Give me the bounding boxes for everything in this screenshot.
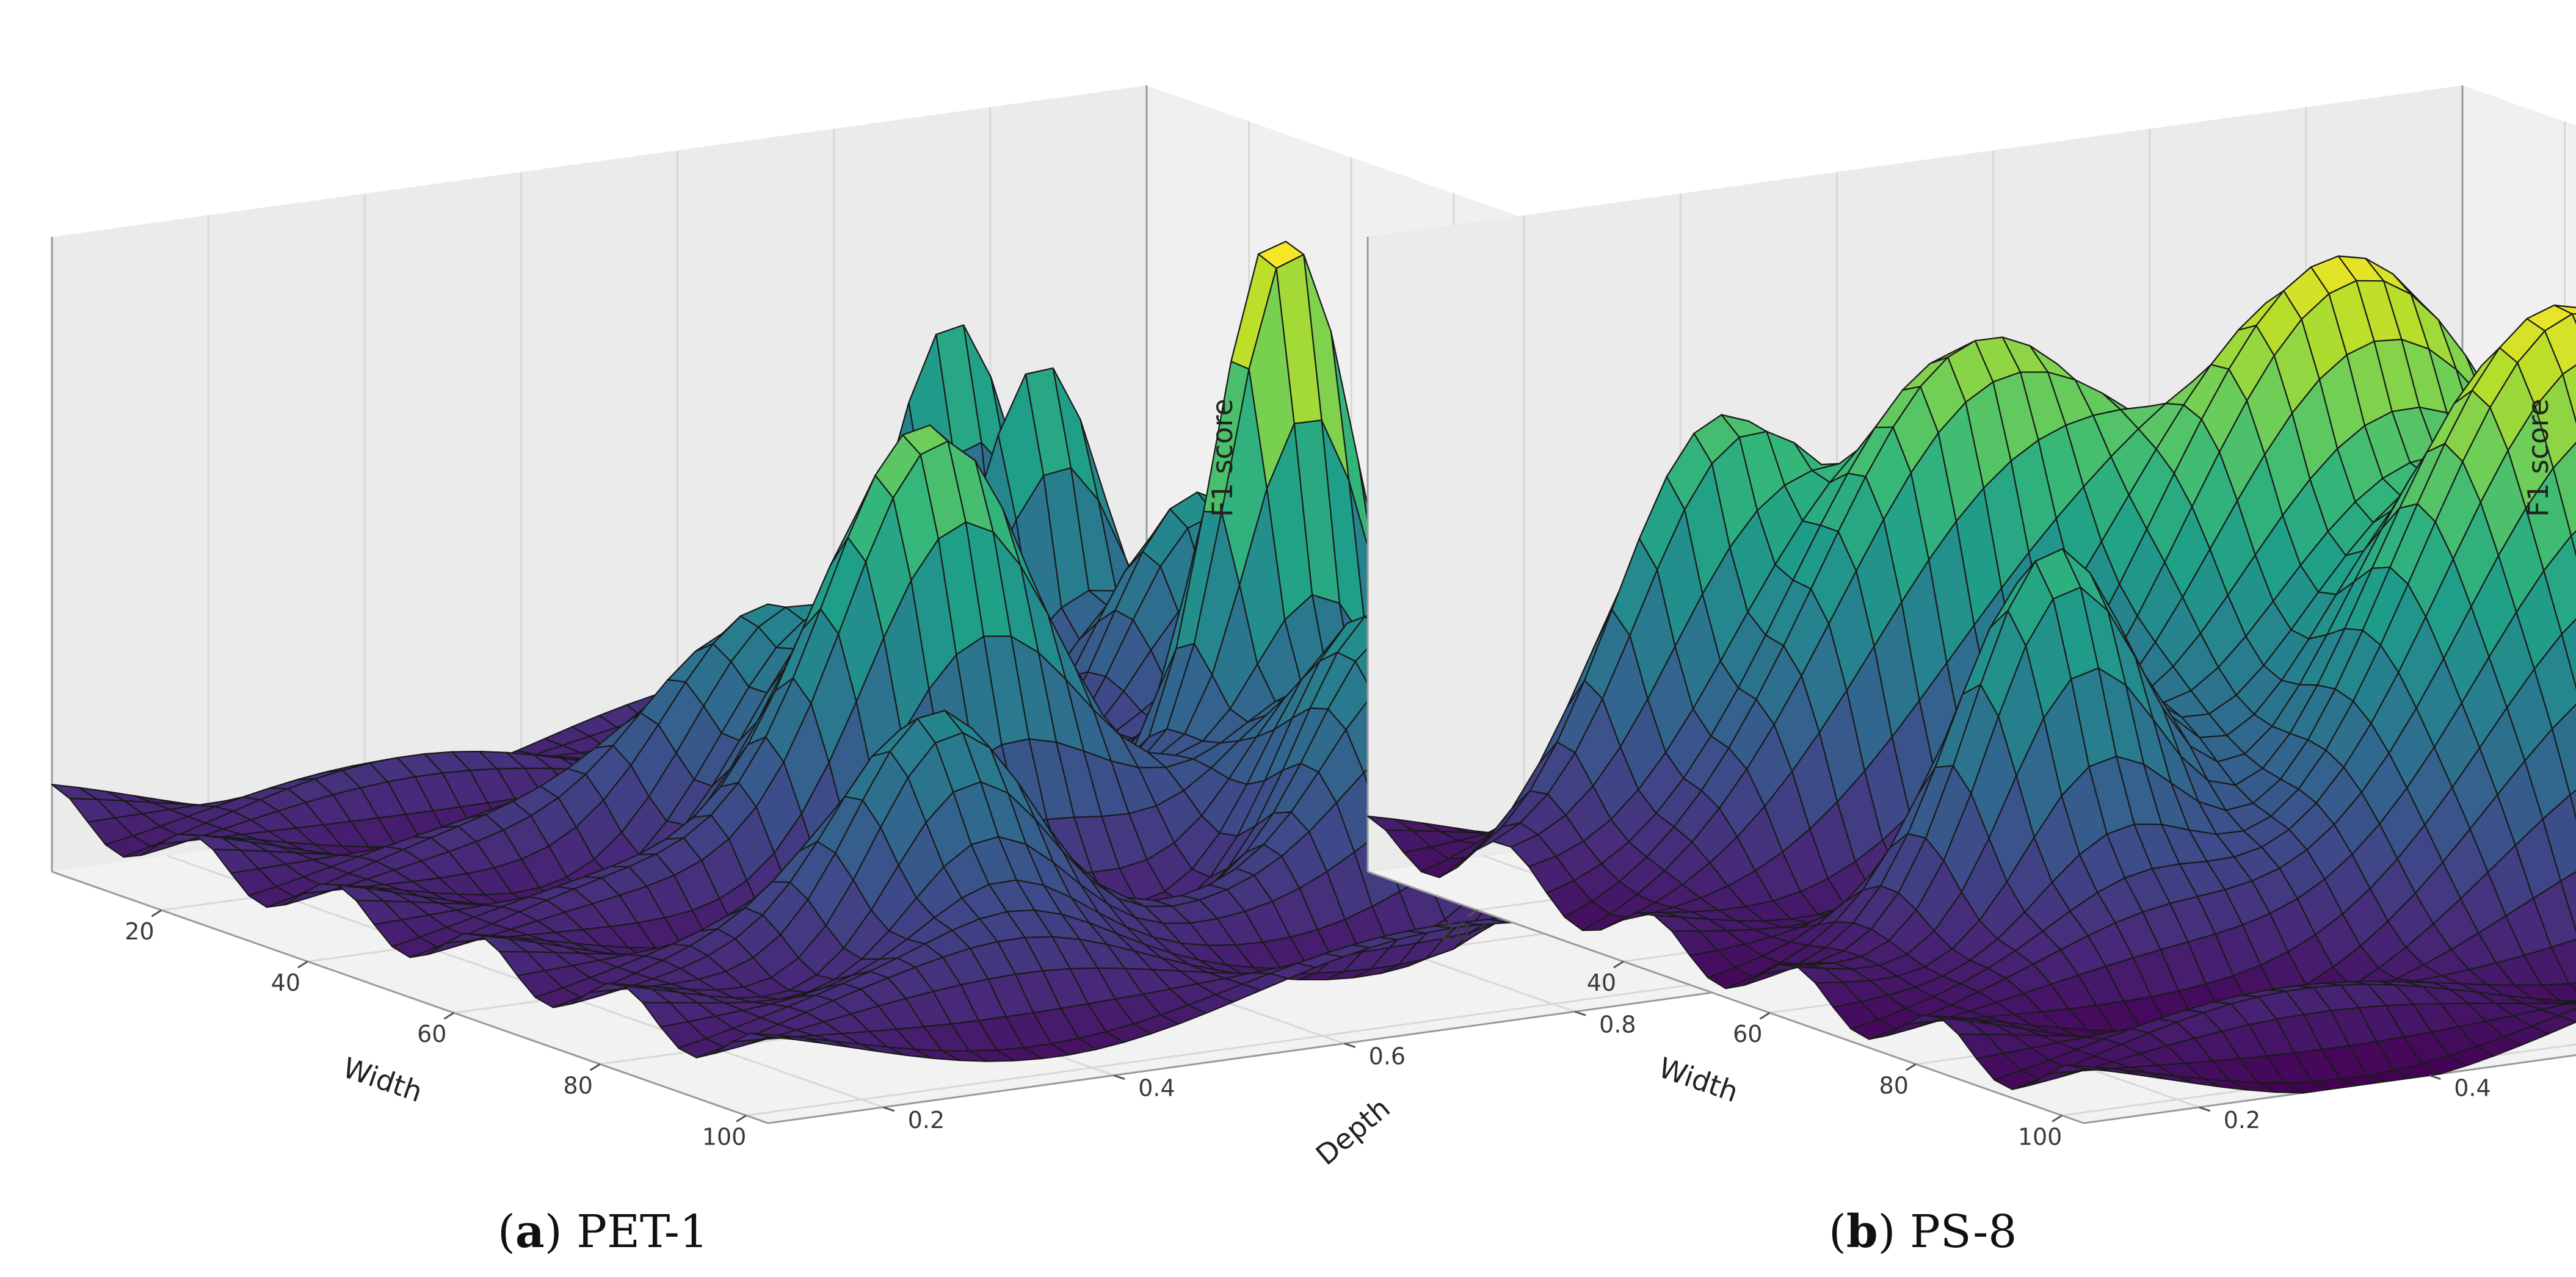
x-tick-mark (1759, 1011, 1771, 1020)
y-tick-mark (2199, 1106, 2211, 1112)
x-tick-mark (2052, 1115, 2063, 1123)
surface-patch (749, 1032, 796, 1041)
y-tick-mark (883, 1106, 895, 1112)
z-axis-title: F1 score (2522, 399, 2555, 517)
y-tick-mark (1113, 1074, 1125, 1080)
y-axis-title: Depth (1310, 1091, 1396, 1171)
axis-line (767, 971, 1863, 1124)
caption-b-title: PS-8 (1910, 1206, 2017, 1258)
x-tick-label: 60 (1733, 1021, 1762, 1047)
y-tick-label: 0.2 (2224, 1107, 2260, 1134)
x-tick-mark (1905, 1063, 1917, 1071)
x-tick-label: 100 (702, 1123, 747, 1150)
surface-patch (2065, 1064, 2112, 1073)
x-tick-mark (1613, 960, 1624, 969)
x-axis-title: Width (1655, 1051, 1743, 1109)
x-tick-mark (736, 1115, 747, 1123)
caption-a: (a) PET-1 (498, 1206, 708, 1258)
x-tick-label: 20 (1440, 918, 1470, 945)
y-tick-mark (1344, 1043, 1356, 1048)
x-tick-mark (151, 909, 162, 917)
y-tick-mark (2429, 1074, 2441, 1080)
x-tick-label: 80 (564, 1072, 593, 1099)
grid-line (2061, 1043, 2576, 1116)
x-tick-label: 40 (271, 969, 300, 996)
surface (1366, 255, 2576, 1094)
x-tick-mark (589, 1063, 601, 1071)
x-tick-label: 60 (417, 1021, 446, 1047)
caption-a-title: PET-1 (576, 1206, 708, 1258)
x-tick-label: 20 (125, 918, 154, 945)
axis-line (51, 870, 769, 1124)
y-tick-label: 0.8 (1599, 1011, 1636, 1038)
axis-line (2083, 1054, 2576, 1124)
y-tick-label: 0.4 (1138, 1075, 1175, 1102)
x-tick-mark (443, 1011, 455, 1020)
x-tick-mark (297, 960, 308, 969)
y-tick-mark (1574, 1010, 1586, 1016)
x-tick-mark (1467, 909, 1478, 917)
axis-line (1367, 870, 2084, 1124)
caption-a-letter: a (515, 1206, 545, 1258)
y-tick-label: 0.2 (908, 1107, 945, 1134)
caption-b-letter: b (1846, 1206, 1878, 1258)
caption-b: (b) PS-8 (1829, 1206, 2017, 1258)
grid-line (746, 963, 1841, 1116)
y-tick-label: 0.6 (1369, 1043, 1406, 1069)
x-tick-label: 80 (1879, 1072, 1909, 1099)
x-tick-label: 40 (1587, 969, 1616, 996)
x-axis-title: Width (339, 1051, 427, 1109)
x-tick-label: 100 (2018, 1123, 2063, 1150)
y-tick-label: 0.4 (2454, 1075, 2491, 1102)
z-axis-title: F1 score (1206, 399, 1239, 517)
